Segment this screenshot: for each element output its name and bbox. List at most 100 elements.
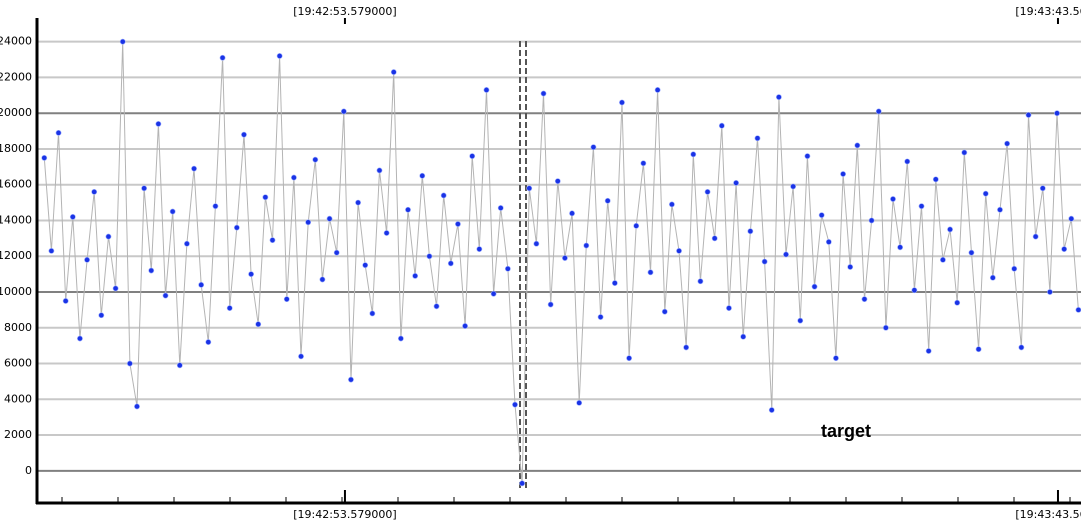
data-point [911,287,918,294]
data-point [1025,112,1032,118]
data-point [833,355,839,362]
data-point [198,281,205,288]
y-tick-label: 12000 [0,249,32,262]
data-point [775,94,782,101]
data-point [683,344,690,351]
data-point [134,403,140,410]
data-point [77,335,83,342]
data-point [619,99,625,106]
data-point [241,131,247,138]
data-point [676,247,682,254]
data-point [376,167,383,174]
data-point [669,201,675,208]
data-point [148,267,155,274]
data-point [890,196,896,202]
data-point [761,258,768,265]
x-tick-label: [19:43:43.5660 [1015,508,1081,521]
data-point [255,321,262,328]
y-tick-label: 14000 [0,213,32,226]
data-point [355,199,361,206]
data-point [982,190,989,197]
data-point [41,154,48,161]
data-point [191,165,197,172]
data-point [533,240,540,247]
data-point [590,144,597,151]
data-point [469,153,476,160]
data-point [262,194,269,201]
annotation: target [821,421,871,441]
data-point [783,251,789,258]
data-point [91,188,98,195]
data-point [975,346,982,353]
data-point [989,274,996,281]
data-point [205,339,212,345]
data-point [397,335,404,342]
data-point [1061,246,1068,252]
y-tick-label: 4000 [4,392,32,405]
data-point [362,262,369,269]
data-point [1068,215,1075,222]
data-point [269,237,276,244]
data-point [961,149,968,156]
data-point [184,240,190,247]
data-point [747,228,754,235]
data-point [932,176,939,183]
data-point [62,298,69,304]
data-point [440,192,447,199]
y-tick-label: 2000 [4,428,32,441]
y-tick-label: 0 [25,464,32,477]
data-point [176,362,183,369]
data-point [626,355,633,362]
data-point [419,172,426,179]
y-tick-label: 16000 [0,178,32,191]
data-point [868,217,875,224]
data-point [540,90,547,97]
data-point [847,264,854,270]
data-point [1011,265,1018,272]
data-point [611,280,618,286]
data-point [112,285,119,292]
data-point [312,156,319,163]
y-tick-label: 18000 [0,142,32,155]
data-point [126,360,133,367]
data-point [497,205,504,211]
data-point [654,87,661,93]
data-point [840,171,846,177]
y-tick-label: 20000 [0,106,32,119]
data-point [797,317,804,324]
data-point [768,407,775,413]
data-point [547,301,554,308]
data-point [726,305,732,311]
data-point [733,180,739,186]
data-point [1032,233,1039,240]
data-point [390,69,397,75]
data-point [697,278,704,285]
data-point [526,185,533,192]
data-point [433,303,440,310]
data-point [412,273,419,279]
data-point [740,333,747,340]
data-point [69,214,76,220]
data-point [1054,110,1060,117]
data-point [319,276,326,283]
data-point [754,135,761,142]
data-point [790,183,797,190]
data-point [583,242,590,249]
data-point [861,296,868,303]
data-point [576,399,583,406]
y-tick-label: 6000 [4,357,32,370]
data-point [369,310,376,317]
data-point [462,323,468,329]
data-point [212,203,219,210]
data-point [248,271,255,278]
data-point [219,54,226,61]
data-point [283,296,290,303]
data-point [954,299,961,306]
data-point [711,235,718,242]
data-point [1018,344,1025,351]
data-point [640,160,647,167]
data-point [519,480,526,487]
data-point [226,305,233,311]
x-tick-label: [19:42:53.579000] [293,5,396,18]
